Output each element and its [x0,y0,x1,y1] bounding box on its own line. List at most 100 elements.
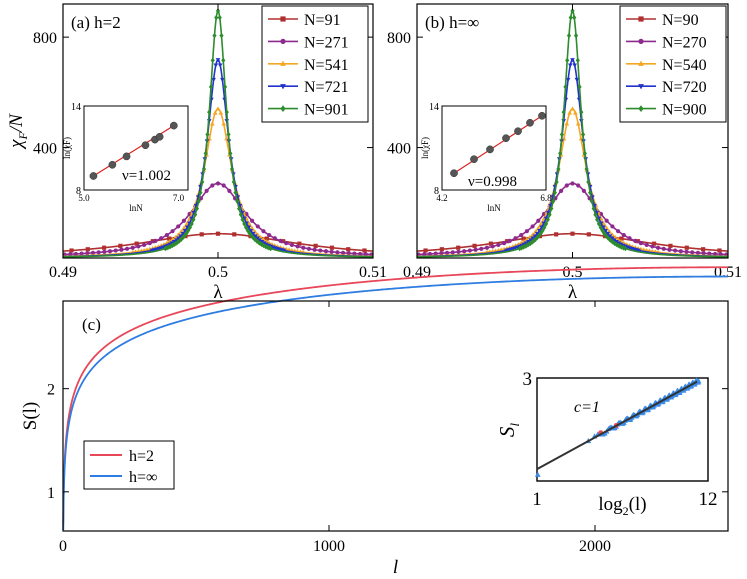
x-tick-label: 2000 [579,538,611,555]
data-point [462,249,467,254]
data-point [586,179,591,185]
data-point [229,166,235,172]
data-point [456,245,461,250]
series-line-2 [416,182,729,256]
data-point [251,234,256,241]
data-point [543,221,549,227]
x-tick-label: 0 [59,538,67,555]
data-point [236,205,242,212]
data-point [602,230,607,237]
data-point [196,198,201,205]
inset-x-label: log2(l) [598,494,646,518]
data-point [581,188,587,194]
data-point [678,249,683,254]
inset-data-point [169,121,178,130]
data-point [564,183,569,188]
data-point [513,236,518,241]
data-point [167,236,172,241]
data-point [96,250,101,255]
series-line-1 [62,266,728,525]
data-point [627,236,632,241]
data-point [547,211,552,218]
data-point [204,188,209,194]
data-point [253,234,258,239]
data-point [575,57,580,64]
data-point [306,246,312,251]
legend-marker [638,105,644,112]
y-tick-label: 800 [33,30,57,47]
data-point [534,231,540,237]
data-point [170,229,175,234]
inset-y-tick-label: 8 [76,186,81,197]
data-point [573,32,579,39]
y-tick-label: 400 [387,141,411,158]
data-point [661,246,666,251]
data-point [181,218,186,223]
data-point [232,232,237,237]
inset-annotation: ν=0.998 [468,174,517,190]
data-point [528,238,533,243]
legend-marker [638,38,644,45]
data-point [210,183,215,188]
data-point [221,183,226,188]
series-markers-5 [163,8,273,252]
data-point [539,225,544,230]
data-point [524,229,529,234]
data-point [142,242,147,248]
legend-marker [280,60,286,66]
data-point [219,32,224,39]
data-point [605,234,610,241]
data-point [164,232,169,238]
data-point [527,234,533,240]
data-point [239,210,245,216]
data-point [357,251,363,257]
data-point [278,238,283,244]
data-point [522,243,528,250]
data-point [636,248,641,253]
data-point [488,241,493,246]
data-point [612,234,618,240]
data-point [577,84,582,90]
data-point [323,249,329,254]
data-point [250,218,255,223]
data-point [134,241,139,246]
panel-title: (a) h=2 [71,13,121,32]
inset-data-point [502,134,510,143]
data-point [603,232,609,239]
legend-marker [280,38,286,45]
legend: h=2 h=∞ [83,440,175,490]
data-point [267,232,272,238]
legend-label: h=∞ [129,469,157,486]
data-point [258,240,263,247]
data-point [586,232,591,237]
data-point [231,179,236,185]
data-point [667,247,672,252]
data-point [570,106,575,111]
inset-y-label: Sl [495,423,522,438]
data-point [638,240,644,246]
data-point [250,231,256,237]
data-point [256,239,261,245]
y-tick-label: 800 [387,30,411,47]
data-point [707,251,712,256]
data-point [712,251,718,257]
data-point [601,225,606,230]
legend-marker [638,16,644,22]
data-point [616,229,621,234]
legend: N=91 N=271 N=541 N=721 N=901 [261,5,369,123]
inset-annotation: ν=1.002 [122,168,171,184]
inset-y-label: ln(χF) [420,137,430,159]
data-point [684,249,689,254]
inset-annotation: c=1 [574,399,600,416]
data-point [558,150,563,157]
data-point [554,179,559,185]
data-point [69,248,74,253]
data-point [507,238,512,244]
data-point [198,189,203,196]
data-point [272,236,277,241]
data-point [182,228,188,234]
data-point [284,240,289,246]
data-point [240,216,245,223]
